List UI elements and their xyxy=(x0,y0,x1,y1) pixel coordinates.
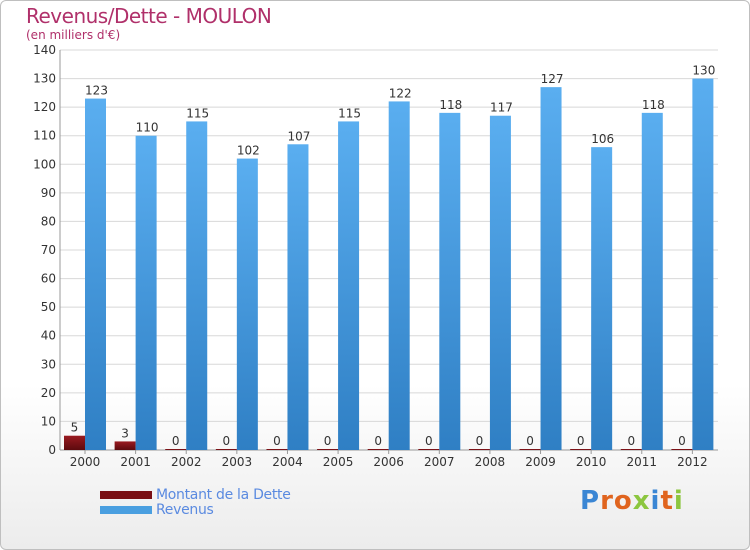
data-label-revenue: 117 xyxy=(490,101,513,115)
bar-debt xyxy=(570,449,592,450)
bar-revenue xyxy=(85,98,106,451)
x-tick-label: 2004 xyxy=(272,455,303,469)
data-label-debt: 0 xyxy=(526,434,534,448)
legend-item-debt: Montant de la Dette xyxy=(100,486,291,503)
data-label-revenue: 127 xyxy=(541,72,564,86)
data-label-revenue: 130 xyxy=(692,64,715,78)
bar-revenue xyxy=(338,121,360,450)
y-tick-label: 140 xyxy=(33,43,56,57)
y-tick-label: 50 xyxy=(41,300,56,314)
data-label-debt: 0 xyxy=(273,434,281,448)
x-tick-label: 2010 xyxy=(576,455,607,469)
data-label-debt: 3 xyxy=(121,426,129,440)
y-tick-label: 80 xyxy=(41,214,56,228)
bar-debt xyxy=(215,449,237,450)
chart-subtitle: (en milliers d'€) xyxy=(26,28,121,42)
logo-letter: i xyxy=(650,486,661,516)
bar-debt xyxy=(418,449,440,450)
data-label-revenue: 118 xyxy=(642,98,665,112)
logo-letter: i xyxy=(673,486,684,516)
legend-label-debt: Montant de la Dette xyxy=(156,486,291,503)
x-tick-label: 2000 xyxy=(70,455,101,469)
legend-swatch-revenue xyxy=(100,505,152,514)
x-tick-label: 2012 xyxy=(677,455,708,469)
bar-revenue xyxy=(135,135,157,450)
y-tick-label: 100 xyxy=(33,157,56,171)
bar-revenue xyxy=(287,144,309,451)
x-tick-label: 2002 xyxy=(171,455,202,469)
legend: Montant de la Dette Revenus xyxy=(100,486,291,518)
logo-letter: t xyxy=(660,486,674,516)
x-tick-label: 2009 xyxy=(525,455,556,469)
data-label-debt: 0 xyxy=(425,434,433,448)
bar-revenue xyxy=(641,112,663,450)
data-label-revenue: 107 xyxy=(288,129,311,143)
bar-debt xyxy=(367,449,389,450)
bar-debt xyxy=(165,449,187,450)
x-tick-label: 2007 xyxy=(424,455,455,469)
y-tick-label: 90 xyxy=(41,186,56,200)
y-tick-label: 70 xyxy=(41,243,56,257)
legend-label-revenue: Revenus xyxy=(156,501,214,518)
y-tick-label: 120 xyxy=(33,100,56,114)
logo-letter: o xyxy=(613,486,633,516)
bar-debt xyxy=(620,449,642,450)
y-tick-label: 60 xyxy=(41,272,56,286)
data-label-debt: 0 xyxy=(324,434,332,448)
bar-debt xyxy=(317,449,339,450)
bar-debt xyxy=(671,449,693,450)
bar-debt xyxy=(266,449,288,450)
bar-revenue xyxy=(591,147,613,450)
proxiti-logo: Proxiti xyxy=(580,486,684,516)
data-label-revenue: 115 xyxy=(186,106,209,120)
data-label-revenue: 122 xyxy=(389,86,412,100)
y-tick-label: 40 xyxy=(41,329,56,343)
data-label-revenue: 123 xyxy=(85,84,108,98)
data-label-debt: 5 xyxy=(71,421,79,435)
bar-revenue xyxy=(692,78,714,451)
data-label-debt: 0 xyxy=(627,434,635,448)
bar-debt xyxy=(519,449,541,450)
data-label-debt: 0 xyxy=(374,434,382,448)
logo-letter: P xyxy=(580,486,601,516)
bar-debt xyxy=(468,449,490,450)
x-tick-label: 2008 xyxy=(475,455,506,469)
data-label-debt: 0 xyxy=(476,434,484,448)
legend-item-revenue: Revenus xyxy=(100,501,291,518)
data-label-revenue: 115 xyxy=(338,106,361,120)
bar-revenue xyxy=(236,158,258,451)
x-tick-label: 2005 xyxy=(323,455,354,469)
y-tick-label: 20 xyxy=(41,386,56,400)
y-tick-label: 10 xyxy=(41,414,56,428)
x-tick-label: 2001 xyxy=(120,455,151,469)
bar-revenue xyxy=(388,101,410,450)
legend-swatch-debt xyxy=(100,490,152,499)
data-label-debt: 0 xyxy=(172,434,180,448)
data-label-revenue: 110 xyxy=(136,121,159,135)
data-label-revenue: 106 xyxy=(591,132,614,146)
logo-letter: r xyxy=(600,486,614,516)
data-label-debt: 0 xyxy=(577,434,585,448)
bar-revenue xyxy=(540,87,562,451)
y-tick-label: 130 xyxy=(33,72,56,86)
data-label-revenue: 118 xyxy=(439,98,462,112)
logo-letter: x xyxy=(632,486,651,516)
bar-revenue xyxy=(489,115,511,450)
x-tick-label: 2011 xyxy=(626,455,657,469)
chart-title: Revenus/Dette - MOULON xyxy=(26,4,272,28)
data-label-debt: 0 xyxy=(678,434,686,448)
x-tick-label: 2006 xyxy=(373,455,404,469)
y-tick-label: 0 xyxy=(48,443,56,457)
bar-debt xyxy=(114,441,136,450)
y-tick-label: 110 xyxy=(33,129,56,143)
bar-revenue xyxy=(439,112,461,450)
bar-debt xyxy=(64,435,85,450)
y-tick-label: 30 xyxy=(41,357,56,371)
data-label-debt: 0 xyxy=(223,434,231,448)
x-tick-label: 2003 xyxy=(222,455,253,469)
bar-revenue xyxy=(186,121,208,450)
data-label-revenue: 102 xyxy=(237,144,260,158)
